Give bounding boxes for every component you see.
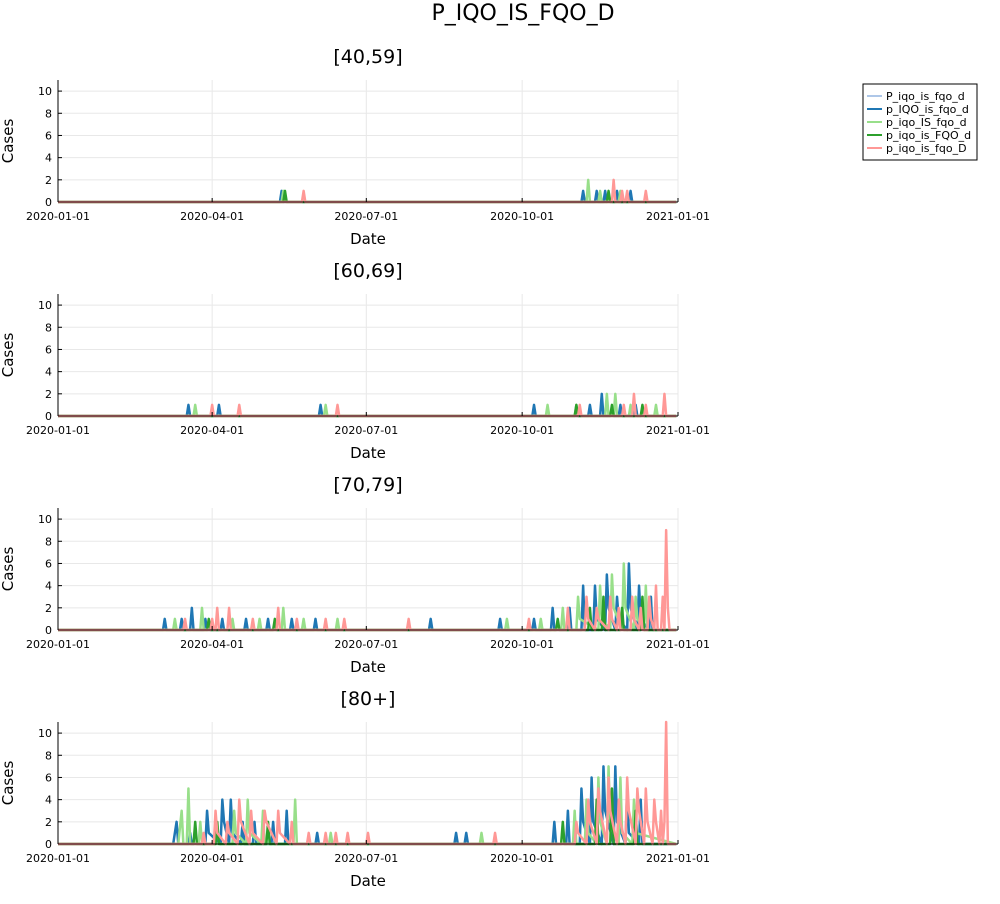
- legend-label: P_iqo_is_fqo_d: [886, 90, 965, 103]
- y-tick-label: 0: [45, 624, 52, 637]
- x-tick-label: 2020-10-01: [490, 638, 554, 651]
- legend-label: p_iqo_IS_fqo_d: [886, 116, 967, 129]
- x-tick-label: 2020-01-01: [26, 424, 90, 437]
- subplot-2: 0 2 4 6 8 10 2020-01-01 2020-04-01 2020-07-01 202…: [0, 260, 710, 462]
- series-line-2: [58, 392, 677, 418]
- series-line-4: [58, 403, 677, 418]
- subplot-title: [40,59]: [333, 46, 402, 68]
- y-tick-label: 2: [45, 174, 52, 187]
- x-tick-label: 2020-10-01: [490, 210, 554, 223]
- x-axis-label: Date: [350, 230, 386, 248]
- y-tick-label: 6: [45, 343, 52, 356]
- y-axis-label: Cases: [0, 333, 17, 378]
- subplot-1: 0 2 4 6 8 10 2020-01-01 2020-04-01 2020-07-01 202…: [0, 46, 710, 248]
- x-tick-label: 2020-10-01: [490, 424, 554, 437]
- x-tick-label: 2020-01-01: [26, 852, 90, 865]
- y-axis-label: Cases: [0, 119, 17, 164]
- x-tick-label: 2021-01-01: [646, 424, 710, 437]
- subplot-3: 0 2 4 6 8 10 2020-01-01 2020-04-01 2020-07-01 202…: [0, 474, 710, 676]
- y-tick-label: 4: [45, 794, 52, 807]
- subplot-title: [80+]: [341, 688, 396, 710]
- x-axis-label: Date: [350, 872, 386, 890]
- legend-label: p_IQO_is_fqo_d: [886, 103, 969, 116]
- y-tick-label: 10: [38, 299, 52, 312]
- y-tick-label: 10: [38, 513, 52, 526]
- y-tick-label: 10: [38, 727, 52, 740]
- x-tick-label: 2020-10-01: [490, 852, 554, 865]
- y-tick-label: 2: [45, 816, 52, 829]
- x-tick-label: 2020-07-01: [334, 852, 398, 865]
- legend-label: p_iqo_is_FQO_d: [886, 129, 971, 142]
- x-tick-label: 2020-01-01: [26, 210, 90, 223]
- y-tick-label: 4: [45, 152, 52, 165]
- y-axis-label: Cases: [0, 761, 17, 806]
- subplot-title: [60,69]: [333, 260, 402, 282]
- y-tick-label: 6: [45, 129, 52, 142]
- series-line-3: [58, 392, 677, 418]
- y-tick-label: 10: [38, 85, 52, 98]
- series-line-2: [58, 189, 677, 204]
- x-tick-label: 2020-07-01: [334, 638, 398, 651]
- x-tick-label: 2020-07-01: [334, 424, 398, 437]
- x-tick-label: 2020-04-01: [180, 424, 244, 437]
- x-axis-label: Date: [350, 444, 386, 462]
- x-tick-label: 2020-01-01: [26, 638, 90, 651]
- y-tick-label: 2: [45, 602, 52, 615]
- y-tick-label: 6: [45, 557, 52, 570]
- y-tick-label: 4: [45, 580, 52, 593]
- series-line-5: [58, 392, 677, 418]
- y-tick-label: 4: [45, 366, 52, 379]
- y-tick-label: 2: [45, 388, 52, 401]
- legend: P_iqo_is_fqo_dp_IQO_is_fqo_dp_iqo_IS_fqo…: [862, 83, 978, 161]
- figure-title: P_IQO_IS_FQO_D: [431, 1, 614, 26]
- series-line-5: [58, 720, 677, 846]
- x-tick-label: 2020-04-01: [180, 852, 244, 865]
- x-tick-label: 2021-01-01: [646, 852, 710, 865]
- subplot-4: 0 2 4 6 8 10 2020-01-01 2020-04-01 2020-07-01 202…: [0, 688, 710, 890]
- y-tick-label: 8: [45, 535, 52, 548]
- y-tick-label: 8: [45, 321, 52, 334]
- y-tick-label: 8: [45, 749, 52, 762]
- x-tick-label: 2021-01-01: [646, 638, 710, 651]
- y-tick-label: 8: [45, 107, 52, 120]
- y-axis-label: Cases: [0, 547, 17, 592]
- series-line-5: [58, 178, 677, 204]
- x-axis-label: Date: [350, 658, 386, 676]
- y-tick-label: 0: [45, 196, 52, 209]
- y-tick-label: 0: [45, 838, 52, 851]
- y-tick-label: 0: [45, 410, 52, 423]
- series-line-2: [58, 562, 677, 632]
- x-tick-label: 2021-01-01: [646, 210, 710, 223]
- subplot-title: [70,79]: [333, 474, 402, 496]
- x-tick-label: 2020-04-01: [180, 210, 244, 223]
- x-tick-label: 2020-04-01: [180, 638, 244, 651]
- y-tick-label: 6: [45, 771, 52, 784]
- x-tick-label: 2020-07-01: [334, 210, 398, 223]
- legend-label: p_iqo_is_fqo_D: [886, 142, 967, 155]
